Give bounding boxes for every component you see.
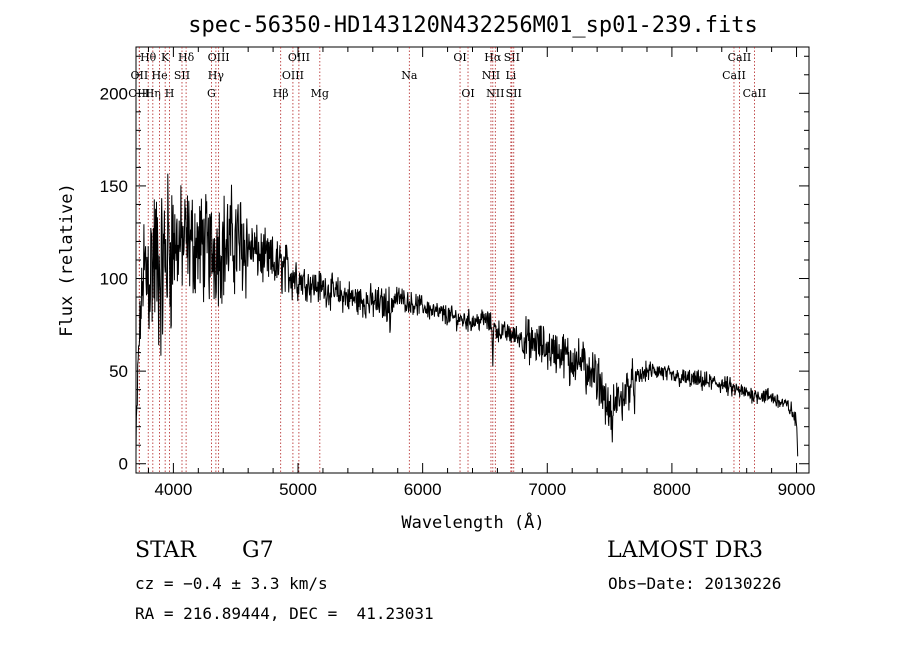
line-marker-label: Hα [484,51,502,64]
survey-name: LAMOST DR3 [607,538,763,563]
coordinates-text: RA = 216.89444, DEC = 41.23031 [135,604,434,623]
line-marker-label: OIII [208,51,230,64]
redshift-text: cz = −0.4 ± 3.3 km/s [135,574,328,593]
line-marker-label: SII [174,69,190,82]
line-marker-label: CaII [722,69,746,82]
chart-title: spec-56350-HD143120N432256M01_sp01-239.f… [188,13,758,38]
line-marker-label: CaII [728,51,752,64]
line-marker-label: G [207,87,216,100]
x-tick-label: 5000 [279,480,317,499]
line-marker-label: OI [453,51,466,64]
line-marker-label: K [161,51,170,64]
object-subclass: G7 [242,538,274,563]
line-marker-label: Hδ [178,51,195,64]
x-tick-label: 8000 [653,480,691,499]
x-tick-label: 7000 [528,480,566,499]
line-marker-label: CaII [743,87,767,100]
line-marker-label: OI [461,87,474,100]
y-tick-label: 50 [109,362,128,381]
line-marker-label: Hγ [208,69,225,82]
line-marker-label: Mg [311,87,329,100]
line-marker-label: Hη [145,87,161,100]
line-marker-label: SII [506,87,522,100]
line-marker-label: NII [486,87,504,100]
y-tick-label: 0 [119,455,128,474]
spectrum-line [135,173,799,457]
x-axis: 4000 5000 6000 7000 8000 9000 [147,47,816,499]
line-marker-label: SII [504,51,520,64]
y-tick-label: 150 [100,177,128,196]
line-marker-label: He [152,69,168,82]
y-tick-label: 200 [100,84,128,103]
line-marker-label: Na [401,69,418,82]
line-marker-label: H [165,87,175,100]
line-marker-label: Hβ [273,87,289,100]
x-tick-label: 9000 [778,480,816,499]
y-axis: 0 50 100 150 200 [100,55,809,474]
y-tick-label: 100 [100,270,128,289]
line-marker-label: NII [482,69,500,82]
object-class: STAR [135,538,196,563]
line-marker-label: Li [505,69,516,82]
x-tick-label: 4000 [154,480,192,499]
line-marker-label: OIII [288,51,310,64]
x-axis-label: Wavelength (Å) [401,511,544,533]
y-axis-label: Flux (relative) [57,183,77,337]
x-tick-label: 6000 [404,480,442,499]
obs-date-text: Obs−Date: 20130226 [608,574,782,593]
line-marker-label: OIII [282,69,304,82]
line-marker-label: Hθ [140,51,157,64]
